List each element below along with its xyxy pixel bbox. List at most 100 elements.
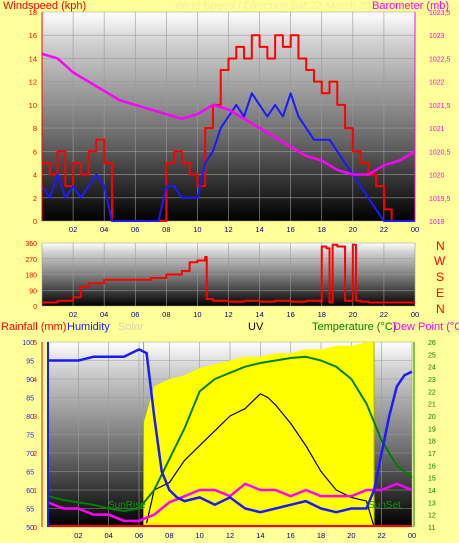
humidity-y-tick-label: 85 [26, 396, 34, 403]
x-tick-label: 10 [195, 531, 203, 540]
x-tick-label: 16 [286, 531, 294, 540]
direction-y-tick-label: 90 [29, 288, 37, 295]
uv-legend-label: UV [248, 321, 264, 333]
temp-y-tick-label: 16 [428, 463, 436, 470]
x-tick-label: 16 [286, 225, 294, 234]
solar-area [143, 342, 375, 527]
rain-y-tick-label: 5 [33, 340, 37, 347]
temp-y-tick-label: 21 [428, 402, 436, 409]
temp-y-tick-label: 24 [428, 365, 436, 372]
temp-y-tick-label: 26 [428, 340, 436, 347]
temp-y-tick-label: 20 [428, 414, 436, 421]
direction-y-tick-label: 360 [25, 241, 37, 248]
chart-series [41, 34, 416, 528]
x-tick-label: 08 [162, 310, 170, 319]
wind-y-tick-label: 8 [33, 124, 37, 133]
x-tick-label: 14 [255, 310, 263, 319]
barometer-line [41, 52, 416, 176]
x-tick-label: 18 [318, 310, 326, 319]
x-tick-label: 18 [317, 531, 325, 540]
baro-y-tick-label: 1023 [429, 33, 445, 40]
x-tick-label: 00 [408, 531, 416, 540]
direction-label-n2: N [436, 302, 445, 316]
temp-y-tick-label: 19 [428, 426, 436, 433]
windspeed-line [42, 34, 415, 222]
sunset-label: SunSet [368, 500, 401, 511]
wind-y-tick-label: 4 [33, 171, 37, 180]
humidity-line [48, 348, 413, 514]
temperature-axis-label: Temperature (°C) [312, 321, 396, 333]
baro-y-tick-label: 1022 [429, 80, 445, 87]
temp-y-tick-label: 14 [428, 488, 436, 495]
baro-y-tick-label: 1023,5 [429, 10, 451, 17]
baro-y-tick-label: 1019 [429, 219, 445, 226]
temp-y-tick-label: 22 [428, 389, 436, 396]
humidity-y-tick-label: 90 [26, 377, 34, 384]
humidity-y-tick-label: 95 [26, 359, 34, 366]
humidity-y-tick-label: 50 [26, 525, 34, 532]
x-tick-label: 00 [411, 310, 419, 319]
x-tick-label: 08 [165, 531, 173, 540]
barometer-axis-label: Barometer (mb) [372, 0, 449, 12]
x-tick-label: 04 [104, 531, 112, 540]
x-tick-label: 22 [380, 310, 388, 319]
temp-y-tick-label: 15 [428, 476, 436, 483]
x-tick-label: 06 [131, 310, 139, 319]
humidity-y-tick-label: 100 [22, 340, 34, 347]
baro-y-tick-label: 1021 [429, 126, 445, 133]
x-tick-label: 00 [411, 225, 419, 234]
humidity-legend-label: Humidity [67, 321, 110, 333]
temp-y-tick-label: 17 [428, 451, 436, 458]
baro-y-tick-label: 1021,5 [429, 103, 451, 110]
x-tick-label: 12 [226, 531, 234, 540]
gust-line [41, 92, 415, 222]
windspeed-axis-label: Windspeed (kph) [3, 0, 86, 12]
baro-y-tick-label: 1022,5 [429, 56, 451, 63]
humidity-y-tick-label: 65 [26, 470, 34, 477]
rain-y-tick-label: 0 [33, 525, 37, 532]
wind-y-tick-label: 0 [33, 217, 37, 226]
uv-line [145, 393, 375, 528]
x-tick-label: 14 [256, 531, 264, 540]
baro-y-tick-label: 1020,5 [429, 149, 451, 156]
x-tick-label: 08 [162, 225, 170, 234]
direction-y-tick-label: 0 [33, 304, 37, 311]
humidity-y-tick-label: 55 [26, 507, 34, 514]
rainfall-axis-label: Rainfall (mm) [1, 321, 66, 333]
x-tick-label: 06 [135, 531, 143, 540]
dew-point-axis-label: Dew Point (°C) [393, 321, 459, 333]
wind-y-tick-label: 6 [33, 147, 37, 156]
x-tick-label: 22 [377, 531, 385, 540]
direction-y-tick-label: 270 [25, 257, 37, 264]
direction-label-e: E [436, 286, 444, 300]
x-tick-label: 02 [69, 310, 77, 319]
baro-y-tick-label: 1020 [429, 173, 445, 180]
daylight-band [143, 342, 375, 527]
direction-label-w: W [434, 254, 446, 268]
wind-y-tick-label: 18 [29, 8, 37, 17]
x-tick-label: 04 [100, 225, 108, 234]
rain-y-tick-label: 3 [33, 414, 37, 421]
x-tick-label: 14 [255, 225, 263, 234]
direction-y-tick-label: 180 [25, 273, 37, 280]
wind-y-tick-label: 2 [33, 194, 37, 203]
humidity-y-tick-label: 80 [26, 414, 34, 421]
humidity-y-tick-label: 70 [26, 451, 34, 458]
direction-label-n1: N [436, 239, 445, 253]
x-tick-label: 10 [193, 310, 201, 319]
rain-y-tick-label: 1 [33, 488, 37, 495]
x-tick-label: 12 [224, 225, 232, 234]
solar-legend-label: Solar [118, 321, 144, 333]
direction-label-s: S [436, 270, 444, 284]
temp-y-tick-label: 12 [428, 513, 436, 520]
baro-y-tick-label: 1019,5 [429, 196, 451, 203]
wind-direction-line [42, 243, 415, 304]
x-tick-label: 02 [69, 225, 77, 234]
temp-y-tick-label: 23 [428, 377, 436, 384]
temperature-line [47, 355, 413, 512]
wind-y-tick-label: 14 [29, 54, 37, 63]
rain-y-tick-label: 4 [33, 377, 37, 384]
temp-y-tick-label: 18 [428, 439, 436, 446]
